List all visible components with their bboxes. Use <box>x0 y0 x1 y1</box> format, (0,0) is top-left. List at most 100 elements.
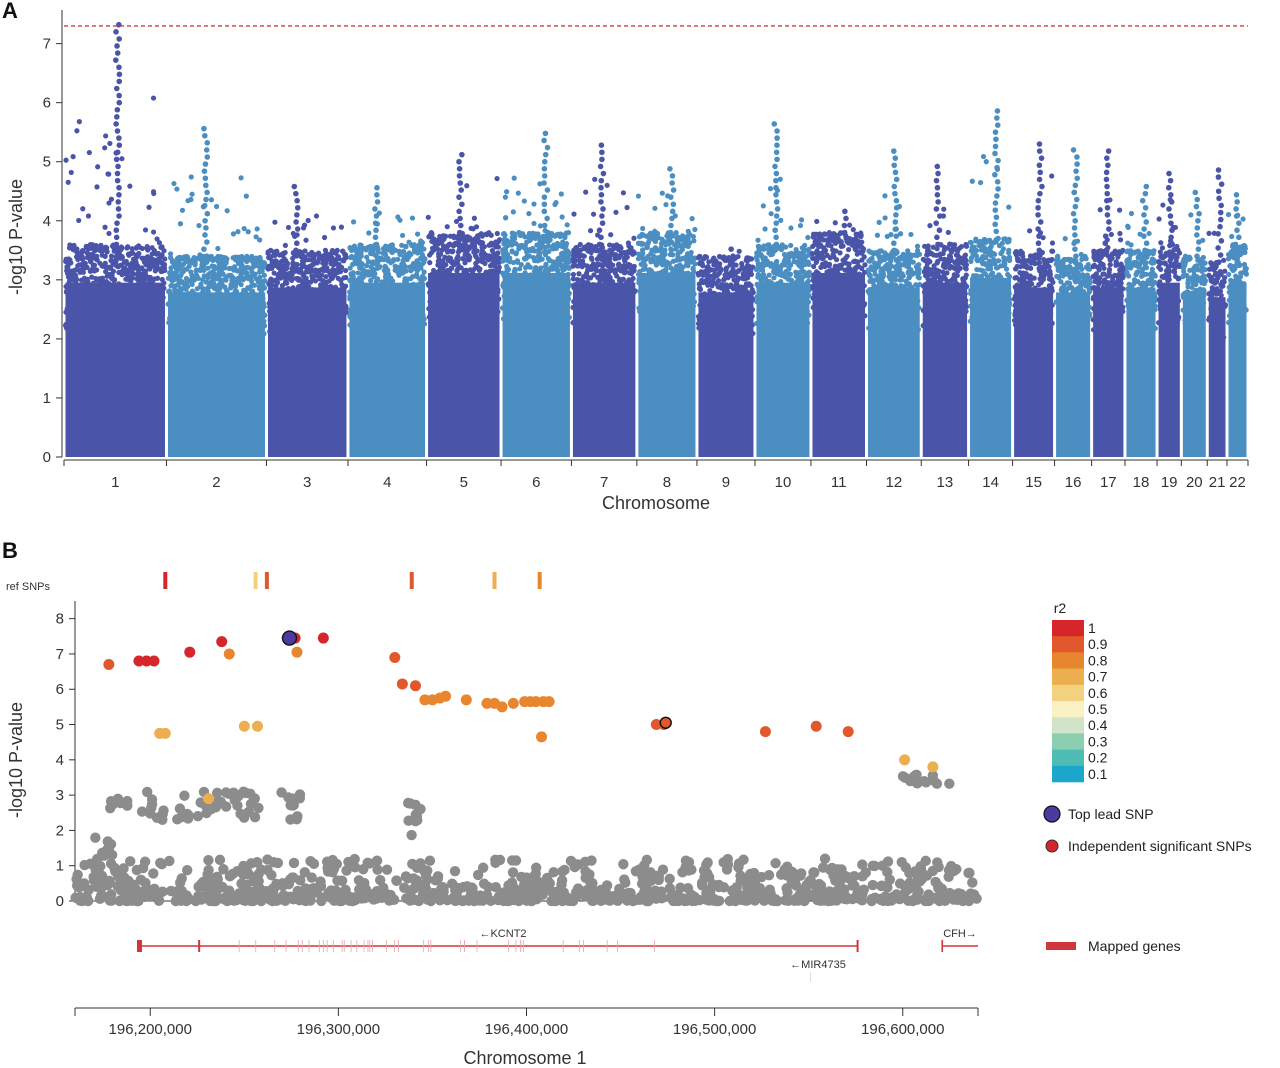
snp-point <box>241 298 247 304</box>
snp-point <box>157 286 163 292</box>
snp-point <box>285 328 292 334</box>
snp-point <box>191 317 197 323</box>
snp-point <box>119 272 125 278</box>
snp-point <box>545 229 551 236</box>
snp-point <box>689 297 695 303</box>
snp-point <box>318 272 325 278</box>
snp-point <box>159 252 165 258</box>
snp-point <box>541 137 547 144</box>
snp-point <box>573 313 580 319</box>
snp-point <box>541 173 548 179</box>
snp-point <box>607 247 613 254</box>
snp-point <box>391 324 398 330</box>
snp-point <box>114 43 120 49</box>
snp-point <box>599 251 605 257</box>
snp-point <box>753 266 760 273</box>
snp-point <box>428 280 434 286</box>
snp-point <box>167 298 174 304</box>
snp-point <box>218 255 224 262</box>
snp-point <box>796 282 802 288</box>
snp-point <box>479 244 485 250</box>
snp-point <box>621 269 627 276</box>
snp-point <box>652 285 658 291</box>
snp-point <box>774 206 781 212</box>
snp-point <box>76 217 82 224</box>
snp-point <box>410 281 416 287</box>
snp-point <box>119 322 125 328</box>
snp-point <box>478 304 484 310</box>
snp-point <box>192 298 198 304</box>
snp-point <box>669 208 676 215</box>
snp-point <box>737 295 743 302</box>
snp-point <box>357 244 364 250</box>
snp-point <box>740 265 746 271</box>
snp-point <box>266 308 273 314</box>
snp-point <box>137 299 144 305</box>
snp-point <box>69 290 75 296</box>
snp-point <box>161 280 167 286</box>
snp-point <box>261 323 268 329</box>
snp-point <box>455 314 461 320</box>
snp-point <box>827 303 833 309</box>
snp-point <box>654 230 660 236</box>
snp-point <box>746 270 752 276</box>
snp-point <box>108 313 114 319</box>
snp-point <box>530 255 537 261</box>
snp-point <box>825 241 831 247</box>
snp-point <box>347 277 353 284</box>
snp-point <box>139 265 145 271</box>
snp-point <box>663 262 670 268</box>
snp-point <box>735 318 741 324</box>
snp-point <box>99 303 105 310</box>
snp-point <box>861 254 867 260</box>
snp-point <box>544 215 550 222</box>
snp-point <box>326 278 332 284</box>
snp-point <box>760 203 766 209</box>
snp-point <box>140 318 146 324</box>
snp-point <box>137 275 144 281</box>
snp-point <box>733 280 739 286</box>
panel-a-label: A <box>2 0 18 23</box>
snp-point <box>267 317 273 323</box>
snp-point <box>260 282 266 288</box>
snp-point <box>392 308 398 314</box>
snp-point <box>376 307 382 313</box>
snp-point <box>800 295 806 302</box>
snp-point <box>774 299 780 305</box>
snp-point <box>699 322 706 328</box>
snp-point <box>111 248 117 254</box>
snp-point <box>762 226 768 232</box>
snp-point <box>472 265 479 271</box>
snp-point <box>621 300 627 306</box>
snp-point <box>507 287 513 293</box>
snp-point <box>457 215 463 222</box>
snp-point <box>412 249 418 255</box>
snp-point <box>652 308 658 315</box>
manhattan-y-label: -log10 P-value <box>6 179 26 295</box>
snp-point <box>89 274 95 280</box>
snp-point <box>728 246 734 252</box>
snp-point <box>183 332 189 338</box>
snp-point <box>544 313 550 319</box>
snp-point <box>290 255 296 262</box>
snp-point <box>132 317 138 324</box>
snp-point <box>114 149 121 156</box>
snp-point <box>652 205 658 211</box>
snp-point <box>161 265 168 271</box>
snp-point <box>606 293 612 300</box>
snp-point <box>599 291 606 297</box>
snp-point <box>563 230 569 236</box>
snp-point <box>94 257 100 263</box>
snp-point <box>506 256 512 262</box>
snp-point <box>481 284 487 290</box>
snp-point <box>266 263 272 270</box>
snp-point <box>511 175 517 181</box>
snp-point <box>456 158 462 165</box>
snp-point <box>272 219 278 225</box>
snp-point <box>619 317 625 323</box>
snp-point <box>648 290 654 296</box>
snp-point <box>94 184 100 190</box>
snp-point <box>614 311 620 317</box>
snp-point <box>699 333 705 339</box>
snp-point <box>362 319 368 326</box>
